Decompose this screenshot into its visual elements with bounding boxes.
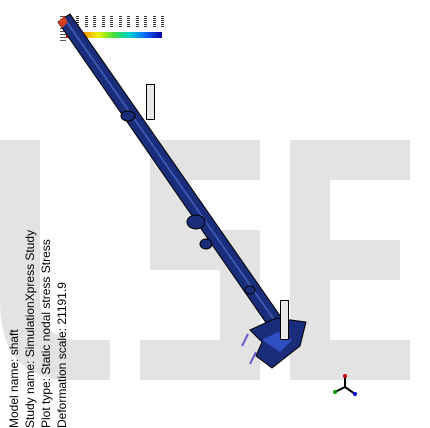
flange-edge (249, 351, 257, 365)
flange-edge (241, 333, 249, 347)
deformation-scale-text: Deformation scale: 21191.9 (55, 282, 69, 428)
axis-triad-icon (333, 374, 357, 396)
study-name-text: Study name: SimulationXpress Study (23, 229, 37, 428)
max-value-probe (146, 84, 155, 120)
min-value-probe (280, 300, 289, 340)
plot-type-text: Plot type: Static nodal stress Stress (39, 239, 53, 428)
legend-color-bar (66, 32, 162, 38)
model-name-text: Model name: shaft (7, 329, 21, 428)
shaft-collar (199, 238, 213, 250)
shaft-highlight (63, 17, 285, 335)
study-info: Model name: shaft Study name: Simulation… (6, 198, 70, 428)
shaft-collar (244, 285, 256, 295)
shaft-collar (120, 110, 136, 122)
shaft-collar (186, 214, 206, 230)
stress-hotspot (58, 16, 68, 28)
